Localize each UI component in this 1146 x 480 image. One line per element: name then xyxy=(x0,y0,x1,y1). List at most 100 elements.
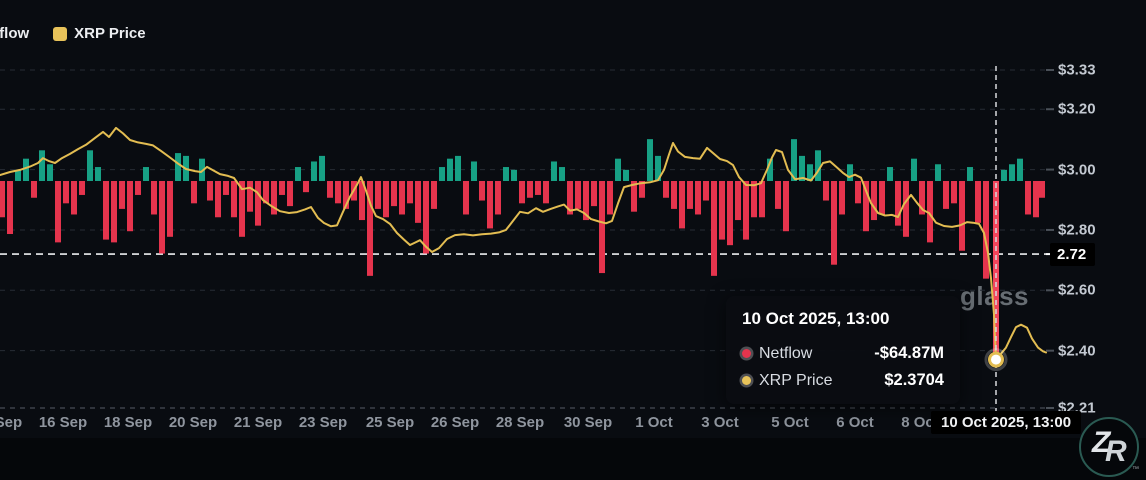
netflow-bar xyxy=(735,181,741,221)
netflow-bar xyxy=(903,181,909,237)
netflow-bar xyxy=(807,164,813,181)
netflow-bar xyxy=(343,181,349,209)
netflow-bar xyxy=(1017,158,1023,181)
netflow-bar xyxy=(79,181,85,195)
netflow-bar xyxy=(55,181,61,243)
legend-item-xrp-price[interactable]: XRP Price xyxy=(53,25,146,42)
netflow-bar xyxy=(63,181,69,204)
zr-logo: Z R ™ xyxy=(1079,417,1139,477)
netflow-dot-icon xyxy=(742,349,751,358)
netflow-bar xyxy=(39,150,45,181)
netflow-bar xyxy=(871,181,877,221)
netflow-bar xyxy=(751,181,757,218)
netflow-bar xyxy=(1025,181,1031,215)
netflow-bar xyxy=(71,181,77,215)
netflow-bar xyxy=(111,181,117,243)
x-axis-label: 26 Sep xyxy=(430,414,480,431)
x-axis-label: 3 Oct xyxy=(701,414,739,431)
netflow-bar xyxy=(775,181,781,209)
netflow-bar xyxy=(303,181,309,193)
netflow-bar xyxy=(175,153,181,181)
netflow-bar xyxy=(919,181,925,215)
x-axis-label: 16 Sep xyxy=(38,414,88,431)
netflow-bar xyxy=(527,181,533,198)
y-axis-label: $3.00 xyxy=(1058,161,1096,179)
x-axis-label: 1 Oct xyxy=(635,414,673,431)
netflow-bar xyxy=(719,181,725,240)
xrp-price-line xyxy=(0,126,1047,361)
tooltip-title: 10 Oct 2025, 13:00 xyxy=(742,309,890,328)
netflow-bar xyxy=(463,181,469,215)
netflow-bar xyxy=(479,181,485,201)
netflow-bar xyxy=(271,181,277,215)
netflow-bar xyxy=(447,158,453,181)
legend: Netflow XRP Price xyxy=(0,25,146,42)
netflow-bar xyxy=(727,181,733,246)
netflow-bar xyxy=(543,181,549,204)
netflow-bar xyxy=(511,169,517,181)
netflow-bar xyxy=(911,158,917,181)
netflow-bar xyxy=(743,181,749,240)
netflow-bar xyxy=(959,181,965,251)
netflow-bar xyxy=(887,167,893,181)
x-axis-label: 20 Sep xyxy=(168,414,218,431)
netflow-bar xyxy=(615,158,621,181)
netflow-bar xyxy=(815,150,821,181)
netflow-bar xyxy=(687,181,693,209)
netflow-bar xyxy=(319,155,325,181)
netflow-bar xyxy=(279,181,285,195)
netflow-bar xyxy=(287,181,293,207)
netflow-bar xyxy=(791,139,797,181)
netflow-bar xyxy=(23,158,29,181)
legend-item-netflow[interactable]: Netflow xyxy=(0,25,29,42)
price-marker xyxy=(988,351,1004,368)
netflow-bar xyxy=(215,181,221,218)
x-axis-label: 14 Sep xyxy=(0,414,23,431)
crosshair-time-label: 10 Oct 2025, 13:00 xyxy=(931,411,1082,434)
netflow-bar xyxy=(367,181,373,276)
netflow-bar xyxy=(239,181,245,237)
x-axis-label: 23 Sep xyxy=(298,414,348,431)
netflow-bar xyxy=(391,181,397,207)
y-axis-label: $3.33 xyxy=(1058,61,1096,79)
netflow-bar xyxy=(839,181,845,215)
y-axis-label: $2.80 xyxy=(1058,221,1096,239)
netflow-bar xyxy=(767,158,773,181)
netflow-bar xyxy=(951,181,957,204)
netflow-bar xyxy=(655,155,661,181)
netflow-bar xyxy=(967,167,973,181)
netflow-bar xyxy=(535,181,541,195)
tooltip-netflow-label: Netflow xyxy=(759,344,813,362)
netflow-bar xyxy=(7,181,13,235)
netflow-bar xyxy=(159,181,165,254)
netflow-bar xyxy=(423,181,429,254)
netflow-bar xyxy=(639,181,645,198)
price-line-label: 2.72 xyxy=(1050,243,1096,267)
netflow-bar xyxy=(375,181,381,209)
netflow-bar xyxy=(583,181,589,221)
netflow-bar xyxy=(135,181,141,195)
netflow-bar xyxy=(359,181,365,221)
tooltip: 10 Oct 2025, 13:00 Netflow -$64.87M XRP … xyxy=(726,296,960,404)
netflow-bar xyxy=(247,181,253,212)
xrp-price-dot-icon xyxy=(742,376,751,385)
netflow-bar xyxy=(927,181,933,243)
netflow-bar xyxy=(0,181,5,218)
netflow-bar xyxy=(295,167,301,181)
netflow-bar-selected xyxy=(993,181,999,362)
netflow-bar xyxy=(439,167,445,181)
netflow-bar xyxy=(335,181,341,204)
netflow-bar xyxy=(487,181,493,229)
netflow-bar xyxy=(103,181,109,240)
netflow-bar xyxy=(167,181,173,237)
legend-netflow-label: Netflow xyxy=(0,25,30,42)
marker-glow xyxy=(984,348,1008,372)
netflow-bar xyxy=(207,181,213,201)
netflow-bar xyxy=(551,161,557,181)
netflow-bar xyxy=(983,181,989,279)
netflow-bar xyxy=(255,181,261,226)
netflow-bar xyxy=(143,167,149,181)
netflow-bar xyxy=(935,164,941,181)
netflow-bar xyxy=(383,181,389,218)
netflow-bar xyxy=(127,181,133,232)
